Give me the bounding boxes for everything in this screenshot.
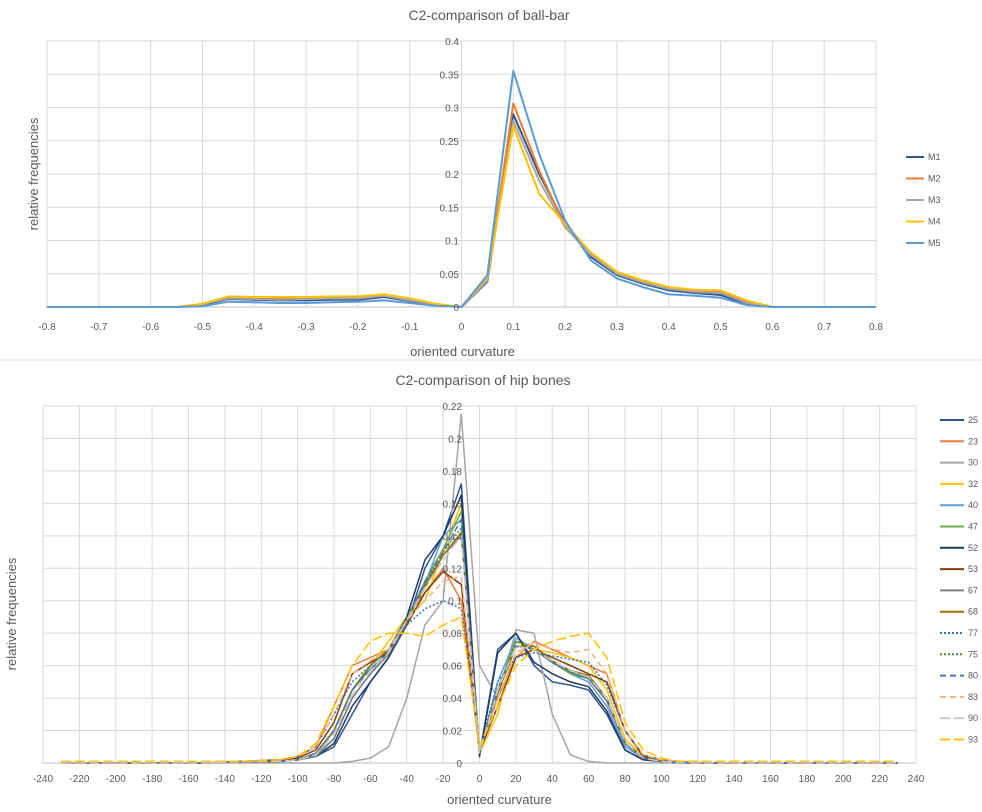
x-tick-label: 180 [799,774,816,785]
x-tick-label: 120 [689,774,706,785]
x-tick-label: -100 [288,774,308,785]
legend-label: 23 [968,436,978,446]
legend-label: 53 [968,564,978,574]
chart-title: C2-comparison of hip bones [395,372,570,388]
legend-label: 67 [968,585,978,595]
legend-label: 83 [968,692,978,702]
y-tick-label: 0 [456,759,462,770]
legend: 25 23 30 32 40 47 52 53 67 68 77 75 80 83 90 93 [940,415,978,745]
y-tick-label: 0.2 [448,434,462,445]
x-tick-label: 60 [583,774,595,785]
x-tick-label: -0.3 [297,322,315,333]
y-tick-label: 0.2 [445,170,459,181]
y-tick-label: 0.15 [440,203,460,214]
x-tick-label: -40 [400,774,415,785]
y-tick-label: 0.3 [445,104,459,115]
x-tick-label: 100 [653,774,670,785]
y-tick-label: 0.14 [443,532,463,543]
x-tick-label: -60 [363,774,378,785]
series-line-93 [61,616,898,763]
x-tick-label: -0.5 [194,322,212,333]
legend-label: 80 [968,671,978,681]
x-tick-label: 0.6 [765,322,779,333]
y-tick-label: 0.08 [443,629,463,640]
x-tick-label: -0.6 [142,322,160,333]
y-tick-label: 0.22 [443,402,463,413]
legend-label: M4 [928,217,941,227]
y-tick-label: 0.12 [443,564,463,575]
legend-label: 30 [968,458,978,468]
legend: M1 M2 M3 M4 M5 [906,152,941,248]
ball-bar-chart: C2-comparison of ball-bar 0 0.05 0.1 0.15 0.2… [26,7,941,359]
legend-label: 47 [968,522,978,532]
y-tick-label: 0 [453,303,459,314]
hip-bones-chart: C2-comparison of hip bones 0 0.02 0.04 0.06 0… [4,372,978,807]
legend-label: 90 [968,713,978,723]
x-tick-label: 0 [477,774,483,785]
x-tick-label: -240 [33,774,53,785]
x-tick-label: 40 [547,774,559,785]
x-tick-label: 0.8 [869,322,883,333]
x-tick-label: 200 [835,774,852,785]
y-tick-label: 0.02 [443,727,463,738]
legend-label: 77 [968,628,978,638]
legend-label: 52 [968,543,978,553]
x-tick-label: -120 [251,774,271,785]
x-tick-label: 240 [908,774,925,785]
x-tick-label: 0.2 [558,322,572,333]
legend-label: 32 [968,479,978,489]
legend-label: M3 [928,195,941,205]
x-tick-label: -0.4 [246,322,264,333]
x-tick-label: -160 [178,774,198,785]
x-tick-label: 80 [619,774,631,785]
legend-label: M5 [928,238,941,248]
x-tick-label: 20 [510,774,522,785]
x-tick-label: -0.1 [401,322,419,333]
chart-title: C2-comparison of ball-bar [408,7,569,23]
legend-label: 40 [968,500,978,510]
x-tick-label: -180 [142,774,162,785]
x-tick-label: 0.7 [817,322,831,333]
y-tick-label: 0.1 [448,597,462,608]
legend-label: 75 [968,649,978,659]
x-tick-label: 0.5 [714,322,728,333]
y-axis-label: relative frequencies [26,117,41,230]
x-tick-label: -0.2 [349,322,367,333]
legend-label: 68 [968,607,978,617]
x-tick-label: -0.7 [90,322,108,333]
y-tick-label: 0.04 [443,694,463,705]
y-tick-label: 0.18 [443,467,463,478]
legend-label: M2 [928,174,941,184]
y-tick-label: 0.25 [440,137,460,148]
x-tick-label: 220 [871,774,888,785]
x-tick-label: 0.4 [662,322,676,333]
x-tick-label: -140 [215,774,235,785]
x-tick-label: 0 [459,322,465,333]
x-tick-label: -220 [69,774,89,785]
series-line-M5 [47,69,876,308]
y-axis-label: relative frequencies [4,557,19,670]
x-tick-label: -200 [106,774,126,785]
legend-label: M1 [928,152,941,162]
y-tick-label: 0.05 [440,270,460,281]
y-tick-label: 0.4 [445,37,459,48]
y-tick-label: 0.16 [443,499,463,510]
y-tick-label: 0.35 [440,70,460,81]
y-tick-label: 0.1 [445,237,459,248]
x-tick-label: 160 [762,774,779,785]
x-tick-label: -0.8 [38,322,56,333]
x-tick-label: 0.3 [610,322,624,333]
x-tick-label: 0.1 [506,322,520,333]
legend-label: 25 [968,415,978,425]
x-tick-label: 140 [726,774,743,785]
x-axis-label: oriented curvature [410,344,515,359]
legend-label: 93 [968,735,978,745]
x-tick-label: -20 [436,774,451,785]
y-tick-label: 0.06 [443,662,463,673]
series-line-90 [61,535,898,764]
x-tick-label: -80 [327,774,342,785]
x-axis-label: oriented curvature [447,792,552,807]
